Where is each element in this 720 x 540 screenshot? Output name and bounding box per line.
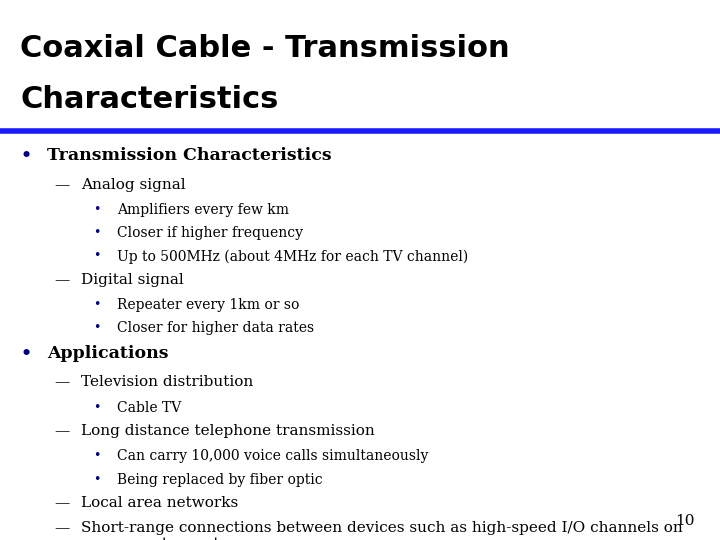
Text: Short-range connections between devices such as high-speed I/O channels on
     : Short-range connections between devices … xyxy=(81,521,683,540)
Text: Closer if higher frequency: Closer if higher frequency xyxy=(117,226,303,240)
Text: Analog signal: Analog signal xyxy=(81,178,186,192)
Text: •: • xyxy=(94,472,101,485)
Text: Cable TV: Cable TV xyxy=(117,401,181,415)
Text: —: — xyxy=(54,424,69,438)
Text: Coaxial Cable - Transmission: Coaxial Cable - Transmission xyxy=(20,34,510,63)
Text: Transmission Characteristics: Transmission Characteristics xyxy=(47,147,331,164)
Text: •: • xyxy=(94,203,101,216)
Text: Long distance telephone transmission: Long distance telephone transmission xyxy=(81,424,375,438)
Text: •: • xyxy=(94,401,101,414)
Text: —: — xyxy=(54,375,69,389)
Text: —: — xyxy=(54,178,69,192)
Text: Up to 500MHz (about 4MHz for each TV channel): Up to 500MHz (about 4MHz for each TV cha… xyxy=(117,249,469,264)
Text: Local area networks: Local area networks xyxy=(81,496,238,510)
Text: •: • xyxy=(94,249,101,262)
Text: •: • xyxy=(94,321,101,334)
Text: •: • xyxy=(94,226,101,239)
Text: •: • xyxy=(20,345,31,361)
Text: —: — xyxy=(54,273,69,287)
Text: Being replaced by fiber optic: Being replaced by fiber optic xyxy=(117,472,323,487)
Text: Television distribution: Television distribution xyxy=(81,375,253,389)
Text: Can carry 10,000 voice calls simultaneously: Can carry 10,000 voice calls simultaneou… xyxy=(117,449,428,463)
Text: Digital signal: Digital signal xyxy=(81,273,184,287)
Text: Applications: Applications xyxy=(47,345,168,361)
Text: •: • xyxy=(20,147,31,164)
Text: Closer for higher data rates: Closer for higher data rates xyxy=(117,321,315,335)
Text: Characteristics: Characteristics xyxy=(20,85,279,114)
Text: Amplifiers every few km: Amplifiers every few km xyxy=(117,203,289,217)
Text: •: • xyxy=(94,449,101,462)
Text: —: — xyxy=(54,496,69,510)
Text: —: — xyxy=(54,521,69,535)
Text: 10: 10 xyxy=(675,514,695,528)
Text: Repeater every 1km or so: Repeater every 1km or so xyxy=(117,298,300,312)
Text: •: • xyxy=(94,298,101,311)
